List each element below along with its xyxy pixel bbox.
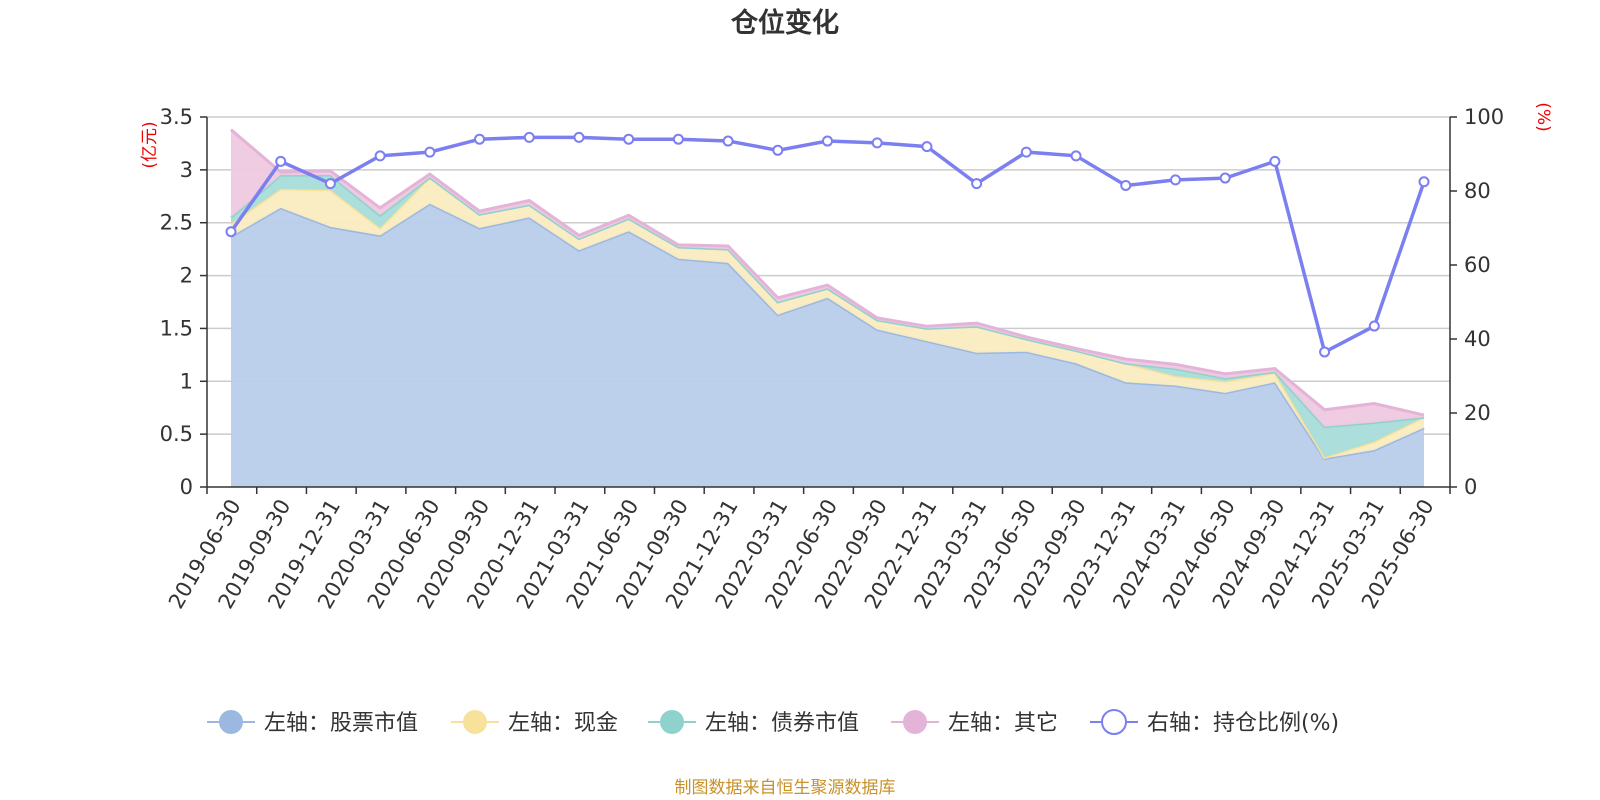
right-axis-tick-label: 80: [1464, 179, 1491, 203]
position-ratio-point: [822, 135, 833, 147]
left-axis-unit: (亿元): [140, 121, 160, 168]
right-axis-unit: (%): [1533, 102, 1553, 131]
position-ratio-point: [275, 155, 287, 167]
position-ratio-point: [1120, 179, 1132, 191]
right-axis-tick-label: 0: [1464, 475, 1477, 499]
area-series-4: [231, 129, 1424, 427]
position-ratio-point: [1269, 155, 1281, 167]
stacked-areas: [230, 128, 1425, 487]
legend-marker-circle: [1101, 709, 1127, 735]
area-series-3: [231, 175, 1424, 458]
legend-label: 左轴：其它: [948, 711, 1058, 736]
right-axis-tick-label: 100: [1464, 105, 1504, 129]
position-ratio-point: [1020, 146, 1032, 158]
legend-marker-circle: [219, 710, 243, 734]
left-axis-tick-label: 1.5: [160, 316, 193, 340]
position-ratio-point: [474, 133, 486, 145]
position-ratio-point: [1169, 174, 1181, 186]
area-series-1: [231, 203, 1424, 487]
legend-label: 右轴：持仓比例(%): [1147, 711, 1339, 736]
legend-marker-circle: [660, 710, 684, 734]
position-ratio-point: [225, 226, 237, 238]
position-ratio-point: [1219, 172, 1231, 184]
position-ratio-point: [772, 144, 784, 156]
position-ratio-point: [374, 150, 386, 162]
chart-title: 仓位变化: [730, 7, 839, 39]
position-ratio-point: [623, 133, 635, 145]
legend: 左轴：股票市值 左轴：现金 左轴：债券市值 左轴：其它 右轴：持仓比例(%): [207, 709, 1339, 736]
legend-marker-circle: [463, 710, 487, 734]
right-axis-tick-label: 20: [1464, 401, 1491, 425]
position-ratio-point: [523, 131, 535, 143]
area-series-4-edge: [230, 128, 1425, 417]
right-axis-tick-label: 40: [1464, 327, 1491, 351]
left-axis-tick-label: 2: [180, 264, 193, 288]
position-ratio-point: [573, 131, 585, 143]
left-axis-tick-label: 0.5: [160, 422, 193, 446]
position-ratio-point: [1070, 150, 1082, 162]
left-axis-tick-label: 3.5: [160, 105, 193, 129]
position-ratio-point: [971, 178, 983, 190]
position-ratio-point: [672, 133, 684, 145]
legend-label: 左轴：现金: [508, 711, 618, 736]
position-ratio-point: [324, 178, 336, 190]
legend-label: 左轴：股票市值: [264, 711, 418, 736]
left-axis-tick-label: 1: [180, 369, 193, 393]
left-axis-tick-label: 3: [180, 158, 193, 182]
legend-marker-circle: [903, 710, 927, 734]
position-ratio-point: [921, 141, 933, 153]
position-ratio-point: [424, 146, 436, 158]
source-note: 制图数据来自恒生聚源数据库: [675, 778, 896, 798]
position-ratio-point: [871, 137, 883, 149]
position-ratio-point: [722, 135, 734, 147]
position-ratio-point: [1418, 176, 1430, 188]
right-axis-tick-label: 60: [1464, 253, 1491, 277]
position-ratio-point: [1319, 346, 1331, 358]
left-axis-tick-label: 2.5: [160, 211, 193, 235]
left-axis-tick-label: 0: [180, 475, 193, 499]
legend-label: 左轴：债券市值: [705, 711, 859, 736]
position-ratio-line: [225, 131, 1430, 358]
position-ratio-point: [1368, 320, 1380, 332]
